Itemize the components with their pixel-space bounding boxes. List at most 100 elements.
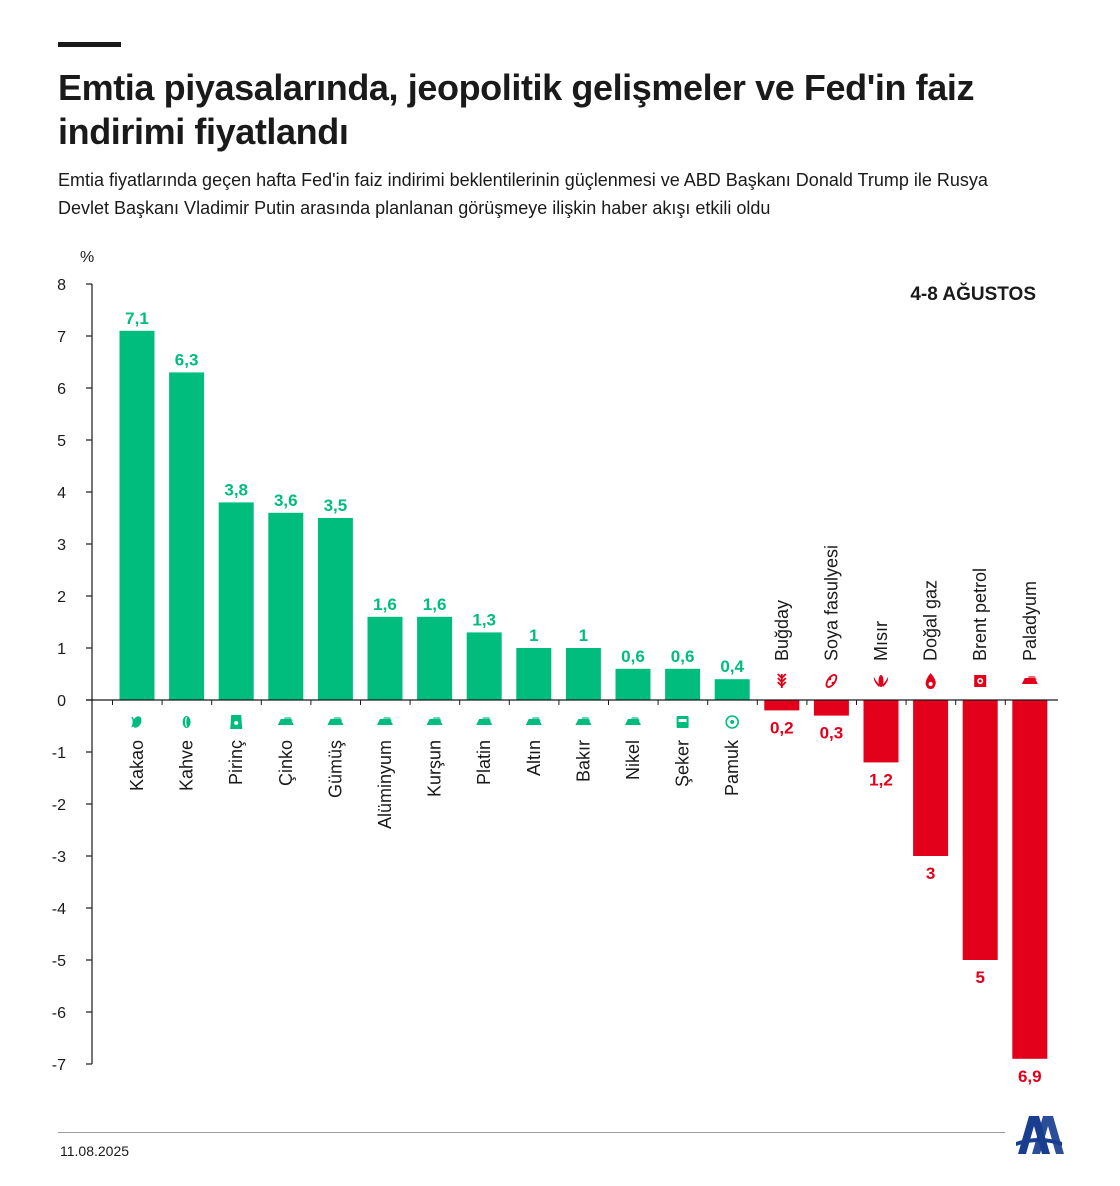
value-label: 6,3 xyxy=(175,350,199,369)
y-tick-label: -2 xyxy=(52,797,66,814)
value-label: 3,6 xyxy=(274,491,298,510)
value-label: 6,9 xyxy=(1018,1067,1042,1086)
category-label: Alüminyum xyxy=(375,740,395,829)
category-label: Şeker xyxy=(673,740,693,787)
footer-rule xyxy=(58,1132,1005,1133)
value-label: 3,8 xyxy=(224,480,248,499)
chart-subtitle: Emtia fiyatlarında geçen hafta Fed'in fa… xyxy=(58,170,988,218)
value-label: 0,4 xyxy=(720,657,744,676)
bar-10[interactable] xyxy=(615,668,651,700)
y-tick-label: 4 xyxy=(57,485,66,502)
metal-ingot-icon xyxy=(377,717,393,725)
bar-7[interactable] xyxy=(466,632,502,700)
bar-12[interactable] xyxy=(714,679,750,700)
category-label: Altın xyxy=(524,740,544,776)
category-label: Brent petrol xyxy=(970,568,990,661)
value-label: 1,3 xyxy=(472,610,496,629)
top-accent-rule xyxy=(58,42,121,47)
bar-14[interactable] xyxy=(813,700,849,716)
category-label: Doğal gaz xyxy=(921,580,941,661)
metal-ingot-icon xyxy=(575,717,592,725)
metal-ingot-icon xyxy=(476,717,493,725)
value-label: 1,6 xyxy=(423,595,447,614)
bar-11[interactable] xyxy=(665,668,701,700)
y-tick-label: 3 xyxy=(57,537,66,554)
y-axis-unit-label: % xyxy=(80,249,94,266)
metal-ingot-icon xyxy=(625,717,641,725)
bar-3[interactable] xyxy=(268,512,304,700)
bar-15[interactable] xyxy=(863,700,899,763)
metal-ingot-icon xyxy=(327,717,344,725)
value-label: 1 xyxy=(579,626,588,645)
value-label: 1,2 xyxy=(869,770,893,789)
y-tick-label: -7 xyxy=(52,1057,66,1074)
y-tick-label: -3 xyxy=(52,849,66,866)
category-label: Kurşun xyxy=(425,740,445,797)
metal-ingot-icon xyxy=(277,717,294,725)
y-tick-label: 2 xyxy=(57,589,66,606)
value-label: 3 xyxy=(926,864,935,883)
value-label: 0,2 xyxy=(770,718,794,737)
y-tick-label: -1 xyxy=(52,745,66,762)
bar-9[interactable] xyxy=(565,648,601,700)
y-tick-label: 6 xyxy=(57,381,66,398)
value-label: 0,6 xyxy=(671,647,695,666)
category-label: Nikel xyxy=(623,740,643,780)
metal-ingot-icon xyxy=(525,717,542,725)
y-tick-label: 0 xyxy=(57,693,66,710)
y-tick-label: 5 xyxy=(57,433,66,450)
y-tick-label: -4 xyxy=(52,901,66,918)
category-label: Soya fasulyesi xyxy=(821,545,841,661)
y-tick-label: 7 xyxy=(57,329,66,346)
bar-17[interactable] xyxy=(962,700,998,960)
bar-2[interactable] xyxy=(218,502,254,700)
bar-5[interactable] xyxy=(367,616,403,700)
aa-logo: AA xyxy=(1016,1116,1064,1154)
wheat-icon xyxy=(777,673,787,688)
category-label: Bakır xyxy=(573,740,593,782)
category-label: Kakao xyxy=(127,740,147,791)
cocoa-icon xyxy=(131,716,142,728)
y-tick-label: -6 xyxy=(52,1005,66,1022)
y-tick-label: 8 xyxy=(57,277,66,294)
category-label: Kahve xyxy=(177,740,197,791)
value-label: 1 xyxy=(529,626,538,645)
category-label: Paladyum xyxy=(1020,581,1040,661)
oil-barrel-icon xyxy=(974,675,987,687)
metal-ingot-icon xyxy=(1021,676,1038,684)
metal-ingot-icon xyxy=(426,717,443,725)
corn-icon xyxy=(873,675,889,687)
bar-16[interactable] xyxy=(913,700,949,856)
coffee-bean-icon xyxy=(182,716,191,728)
bar-18[interactable] xyxy=(1012,700,1048,1059)
value-label: 0,6 xyxy=(621,647,645,666)
category-label: Platin xyxy=(474,740,494,785)
value-label: 7,1 xyxy=(125,309,149,328)
bar-13[interactable] xyxy=(764,700,800,711)
period-label: 4-8 AĞUSTOS xyxy=(910,284,1036,305)
bar-6[interactable] xyxy=(417,616,453,700)
sugar-icon xyxy=(676,716,689,728)
bar-4[interactable] xyxy=(317,518,353,700)
y-tick-label: -5 xyxy=(52,953,66,970)
flame-icon xyxy=(925,673,936,689)
category-label: Buğday xyxy=(772,600,792,661)
value-label: 5 xyxy=(975,968,984,987)
value-label: 1,6 xyxy=(373,595,397,614)
category-label: Çinko xyxy=(276,740,296,786)
publish-date: 11.08.2025 xyxy=(60,1143,130,1159)
value-label: 0,3 xyxy=(820,724,844,743)
category-label: Pirinç xyxy=(226,740,246,785)
bar-8[interactable] xyxy=(516,648,552,700)
y-tick-label: 1 xyxy=(57,641,66,658)
category-label: Gümüş xyxy=(325,740,345,798)
category-label: Mısır xyxy=(871,621,891,661)
soybean-icon xyxy=(825,674,838,688)
cotton-icon xyxy=(725,715,740,729)
chart-title: Emtia piyasalarında, jeopolitik gelişmel… xyxy=(58,67,975,152)
bar-1[interactable] xyxy=(169,372,205,700)
category-label: Pamuk xyxy=(722,739,742,796)
bar-0[interactable] xyxy=(119,330,155,700)
rice-sack-icon xyxy=(230,715,243,729)
